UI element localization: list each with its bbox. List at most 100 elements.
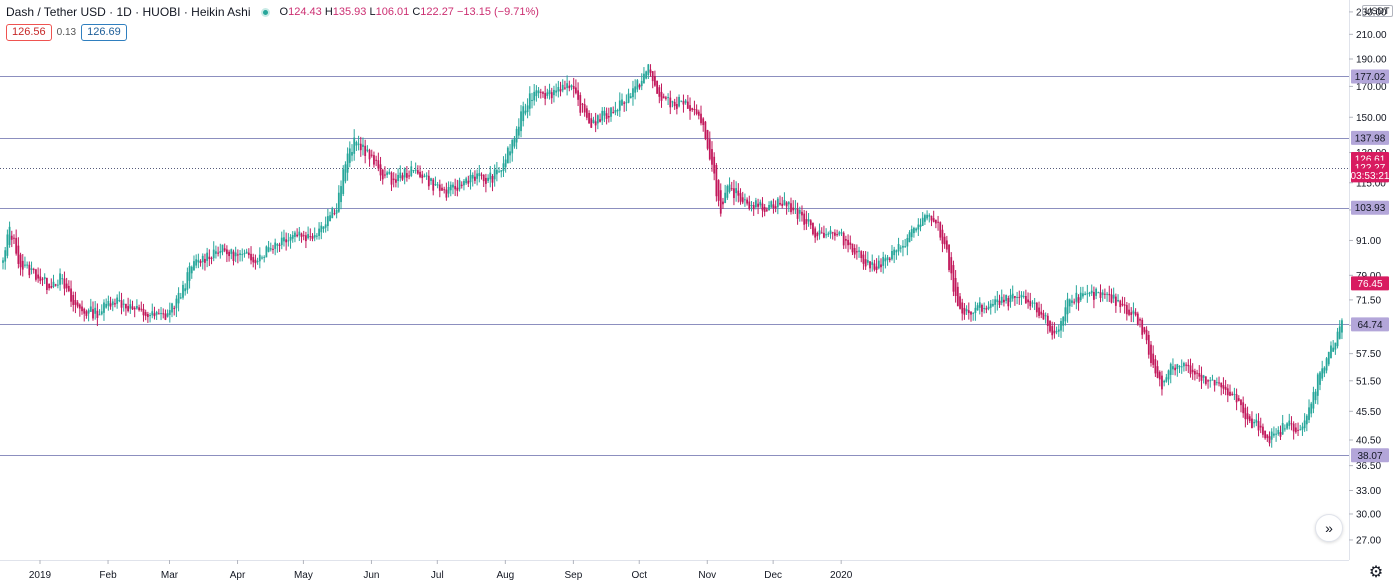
candle bbox=[480, 172, 483, 180]
price-tick-label: 33.00 bbox=[1356, 486, 1381, 497]
candle bbox=[1020, 291, 1023, 305]
candle bbox=[963, 302, 966, 320]
candle bbox=[992, 299, 994, 308]
svg-text:64.74: 64.74 bbox=[1357, 320, 1382, 331]
currency-button[interactable]: USDT bbox=[1362, 5, 1393, 17]
candle bbox=[254, 254, 257, 270]
candle bbox=[1248, 414, 1251, 424]
candle bbox=[844, 235, 847, 249]
candle bbox=[1341, 318, 1343, 340]
svg-text:137.98: 137.98 bbox=[1355, 133, 1386, 144]
candle bbox=[917, 218, 920, 236]
candle bbox=[1117, 294, 1119, 303]
candle bbox=[601, 107, 604, 125]
candle bbox=[1297, 422, 1299, 437]
high-value: 135.93 bbox=[332, 6, 367, 18]
candle bbox=[373, 151, 375, 168]
candle bbox=[1029, 292, 1032, 311]
candle bbox=[858, 246, 860, 258]
candle bbox=[1321, 360, 1324, 381]
candle bbox=[1268, 431, 1271, 447]
candle bbox=[836, 229, 838, 237]
candle bbox=[201, 253, 204, 270]
candle bbox=[711, 141, 713, 172]
candle bbox=[566, 75, 569, 96]
candle bbox=[67, 280, 70, 293]
candle bbox=[1323, 366, 1326, 378]
candle bbox=[50, 278, 53, 289]
candle bbox=[1334, 342, 1337, 355]
candle bbox=[537, 87, 540, 99]
candle bbox=[539, 88, 542, 99]
gear-icon: ⚙ bbox=[1368, 564, 1384, 581]
candle bbox=[1310, 401, 1313, 418]
candle bbox=[814, 226, 817, 243]
candle bbox=[763, 204, 766, 217]
candle bbox=[989, 299, 992, 315]
price-tick-label: 71.50 bbox=[1356, 295, 1381, 306]
candle bbox=[781, 196, 784, 209]
candle bbox=[981, 303, 983, 317]
candle bbox=[693, 100, 696, 116]
candle bbox=[952, 260, 955, 297]
candle bbox=[384, 166, 386, 179]
candle bbox=[1147, 330, 1150, 359]
candle bbox=[673, 98, 676, 110]
chart-settings-button[interactable]: ⚙ bbox=[1366, 562, 1386, 582]
candle bbox=[1222, 377, 1225, 395]
svg-text:126.61: 126.61 bbox=[1355, 155, 1386, 166]
candle bbox=[1132, 302, 1135, 323]
time-tick-label: Feb bbox=[99, 570, 117, 581]
candle bbox=[70, 280, 72, 307]
candle bbox=[772, 198, 775, 214]
candle bbox=[1231, 391, 1234, 396]
candle bbox=[1233, 387, 1236, 401]
candle bbox=[1198, 365, 1201, 382]
candle bbox=[664, 95, 667, 101]
candle bbox=[818, 223, 821, 240]
candle bbox=[1281, 414, 1284, 435]
candle bbox=[1114, 293, 1117, 313]
candle bbox=[1174, 364, 1177, 376]
candle bbox=[217, 246, 220, 257]
candle bbox=[182, 280, 184, 300]
candle bbox=[105, 298, 108, 309]
candle bbox=[842, 231, 845, 250]
candle bbox=[72, 291, 75, 312]
candle bbox=[294, 230, 296, 243]
candle bbox=[746, 197, 749, 206]
candle bbox=[998, 294, 1001, 308]
sell-price-button[interactable]: 126.56 bbox=[6, 24, 52, 41]
candle bbox=[1196, 369, 1198, 379]
candle bbox=[691, 107, 694, 112]
candle bbox=[430, 177, 432, 185]
candle bbox=[368, 148, 371, 167]
candle bbox=[660, 83, 663, 108]
candle bbox=[498, 166, 500, 173]
time-tick-label: Nov bbox=[698, 570, 716, 581]
candle bbox=[1209, 377, 1212, 388]
candle bbox=[515, 126, 518, 150]
candle bbox=[1062, 316, 1065, 332]
candle bbox=[469, 169, 472, 190]
candle bbox=[612, 106, 615, 114]
candle bbox=[41, 277, 44, 286]
scroll-to-realtime-button[interactable]: » bbox=[1315, 514, 1343, 542]
candle bbox=[463, 179, 465, 191]
symbol-title[interactable]: Dash / Tether USD · 1D · HUOBI · Heikin … bbox=[6, 5, 251, 19]
candle bbox=[697, 109, 700, 120]
price-axis-label: 137.98 bbox=[1351, 130, 1389, 145]
candle bbox=[1024, 289, 1027, 305]
candle bbox=[680, 100, 683, 103]
candle bbox=[768, 201, 770, 211]
candle bbox=[1176, 363, 1179, 377]
candle bbox=[893, 246, 896, 264]
candle bbox=[164, 309, 167, 321]
candle bbox=[212, 241, 215, 262]
candle bbox=[708, 131, 711, 161]
candle bbox=[63, 271, 66, 296]
buy-price-button[interactable]: 126.69 bbox=[81, 24, 127, 41]
candle bbox=[807, 213, 810, 227]
candle bbox=[10, 230, 13, 248]
